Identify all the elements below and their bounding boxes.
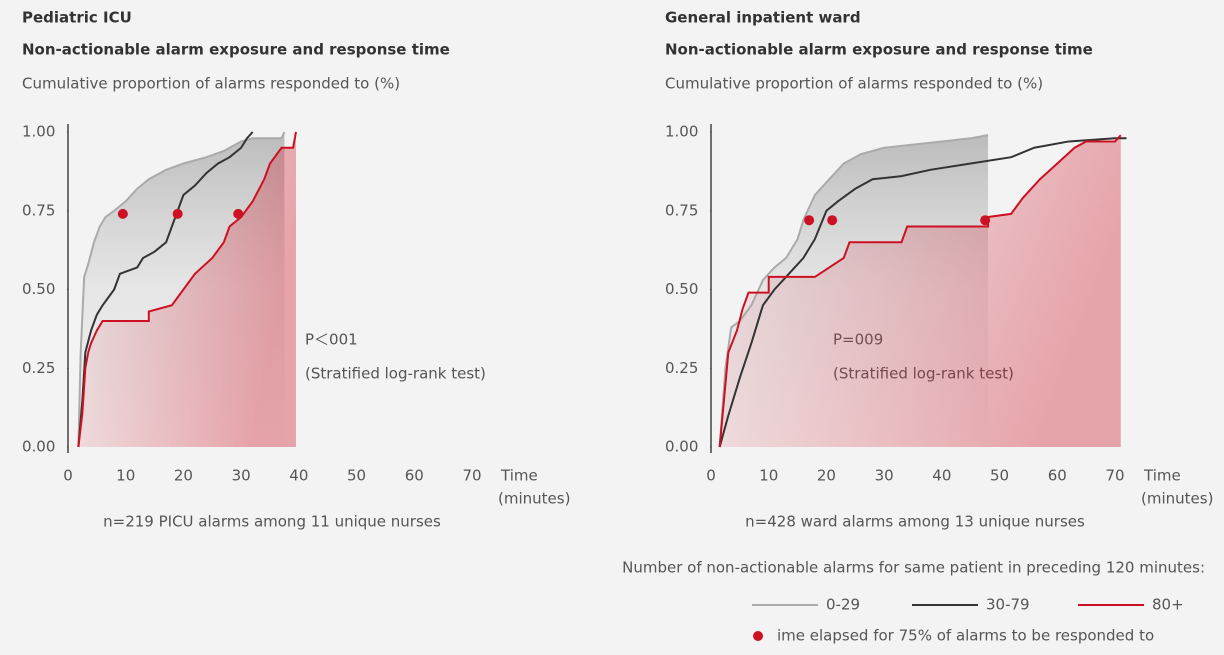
- line-series: [718, 134, 1122, 448]
- marker: [827, 215, 838, 226]
- shade: [719, 135, 1121, 447]
- y-tick-label: 1.00: [665, 123, 698, 141]
- y-tick-label: 0.50: [22, 280, 55, 298]
- y-tick-label: 0.75: [665, 201, 698, 219]
- x-axis-label: Time: [500, 467, 538, 485]
- line-series: [77, 131, 297, 448]
- y-tick-label: 0.00: [22, 438, 55, 456]
- note: n=428 ward alarms among 13 unique nurses: [745, 513, 1085, 531]
- x-axis-label: Time: [1143, 467, 1181, 485]
- line-series: [718, 134, 989, 448]
- y-axis-label: Cumulative proportion of alarms responde…: [665, 75, 1043, 93]
- y-tick-label: 1.00: [22, 123, 55, 141]
- line-series: [77, 131, 254, 448]
- panel-title: Pediatric ICU: [22, 9, 132, 27]
- x-tick-label: 60: [405, 467, 424, 485]
- legend-label: 80+: [1152, 596, 1184, 614]
- marker: [233, 208, 244, 219]
- x-tick-label: 70: [462, 467, 481, 485]
- line-series: [77, 131, 286, 448]
- x-tick-label: 40: [932, 467, 951, 485]
- y-tick-label: 0.50: [665, 280, 698, 298]
- legend-title: Number of non-actionable alarms for same…: [622, 559, 1205, 577]
- marker: [172, 208, 183, 219]
- legend-marker: [753, 631, 763, 641]
- x-tick-label: 50: [347, 467, 366, 485]
- marker: [980, 215, 991, 226]
- x-tick-label: 30: [232, 467, 251, 485]
- x-tick-label: 20: [817, 467, 836, 485]
- panel-subtitle: Non-actionable alarm exposure and respon…: [665, 41, 1093, 59]
- annotation: (Stratified log-rank test): [305, 365, 486, 383]
- marker: [117, 208, 128, 219]
- x-tick-label: 10: [759, 467, 778, 485]
- note: n=219 PICU alarms among 11 unique nurses: [103, 513, 441, 531]
- legend-label: ime elapsed for 75% of alarms to be resp…: [777, 627, 1154, 645]
- y-tick-label: 0.00: [665, 438, 698, 456]
- x-tick-label: 30: [875, 467, 894, 485]
- x-axis-label: (minutes): [498, 490, 570, 508]
- x-tick-label: 60: [1048, 467, 1067, 485]
- annotation: P＜001: [305, 331, 358, 349]
- y-axis-label: Cumulative proportion of alarms responde…: [22, 75, 400, 93]
- legend-label: 0-29: [826, 596, 860, 614]
- y-tick-label: 0.75: [22, 201, 55, 219]
- panel-title: General inpatient ward: [665, 9, 861, 27]
- x-tick-label: 40: [289, 467, 308, 485]
- x-tick-label: 0: [63, 467, 73, 485]
- panel-subtitle: Non-actionable alarm exposure and respon…: [22, 41, 450, 59]
- x-tick-label: 10: [116, 467, 135, 485]
- x-tick-label: 20: [174, 467, 193, 485]
- x-tick-label: 0: [706, 467, 716, 485]
- shade: [78, 132, 296, 447]
- x-tick-label: 70: [1105, 467, 1124, 485]
- x-tick-label: 50: [990, 467, 1009, 485]
- line-series: [718, 137, 1127, 448]
- y-tick-label: 0.25: [22, 359, 55, 377]
- y-tick-label: 0.25: [665, 359, 698, 377]
- legend-label: 30-79: [986, 596, 1030, 614]
- x-axis-label: (minutes): [1141, 490, 1213, 508]
- marker: [804, 215, 815, 226]
